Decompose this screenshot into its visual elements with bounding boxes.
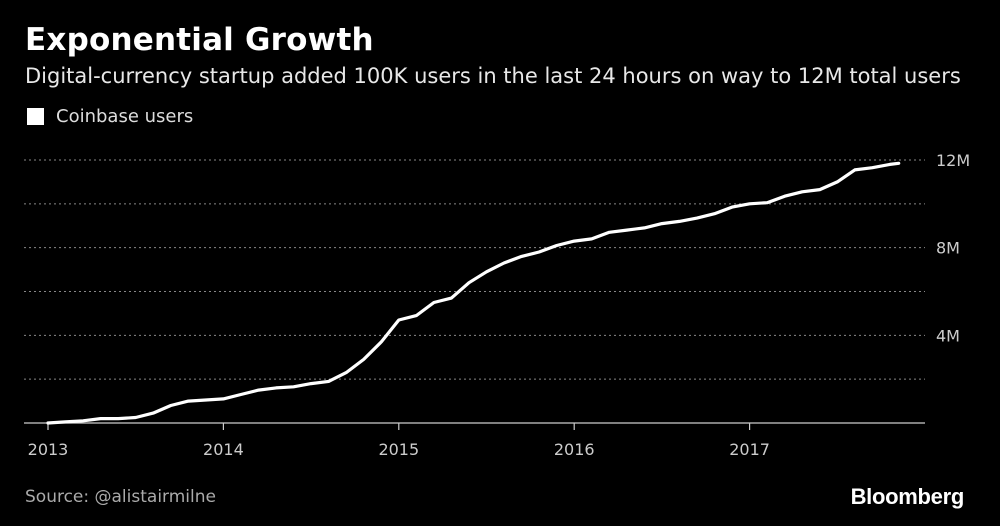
legend: Coinbase users [27,106,193,127]
series-lines [46,161,901,425]
chart-subtitle: Digital-currency startup added 100K user… [25,64,961,88]
x-tick-label: 2016 [554,440,595,459]
x-tick-label: 2017 [729,440,770,459]
y-tick-label: 4M [936,326,960,345]
legend-swatch [27,108,44,125]
x-tick-labels: 2013 2014 2015 2016 2017 [28,423,770,459]
x-tick-label: 2015 [378,440,419,459]
x-tick-label: 2013 [28,440,69,459]
y-tick-label: 12M [936,151,970,170]
gridlines [24,159,925,380]
x-tick-label: 2014 [203,440,244,459]
series-line-coinbase-users [46,161,901,425]
y-axis: 4M 8M 12M [936,151,970,345]
source-note: Source: @alistairmilne [25,487,216,507]
legend-label: Coinbase users [56,106,194,127]
chart-title: Exponential Growth [25,22,374,58]
y-tick-label: 8M [936,239,960,258]
bloomberg-logo: Bloomberg [850,484,965,509]
